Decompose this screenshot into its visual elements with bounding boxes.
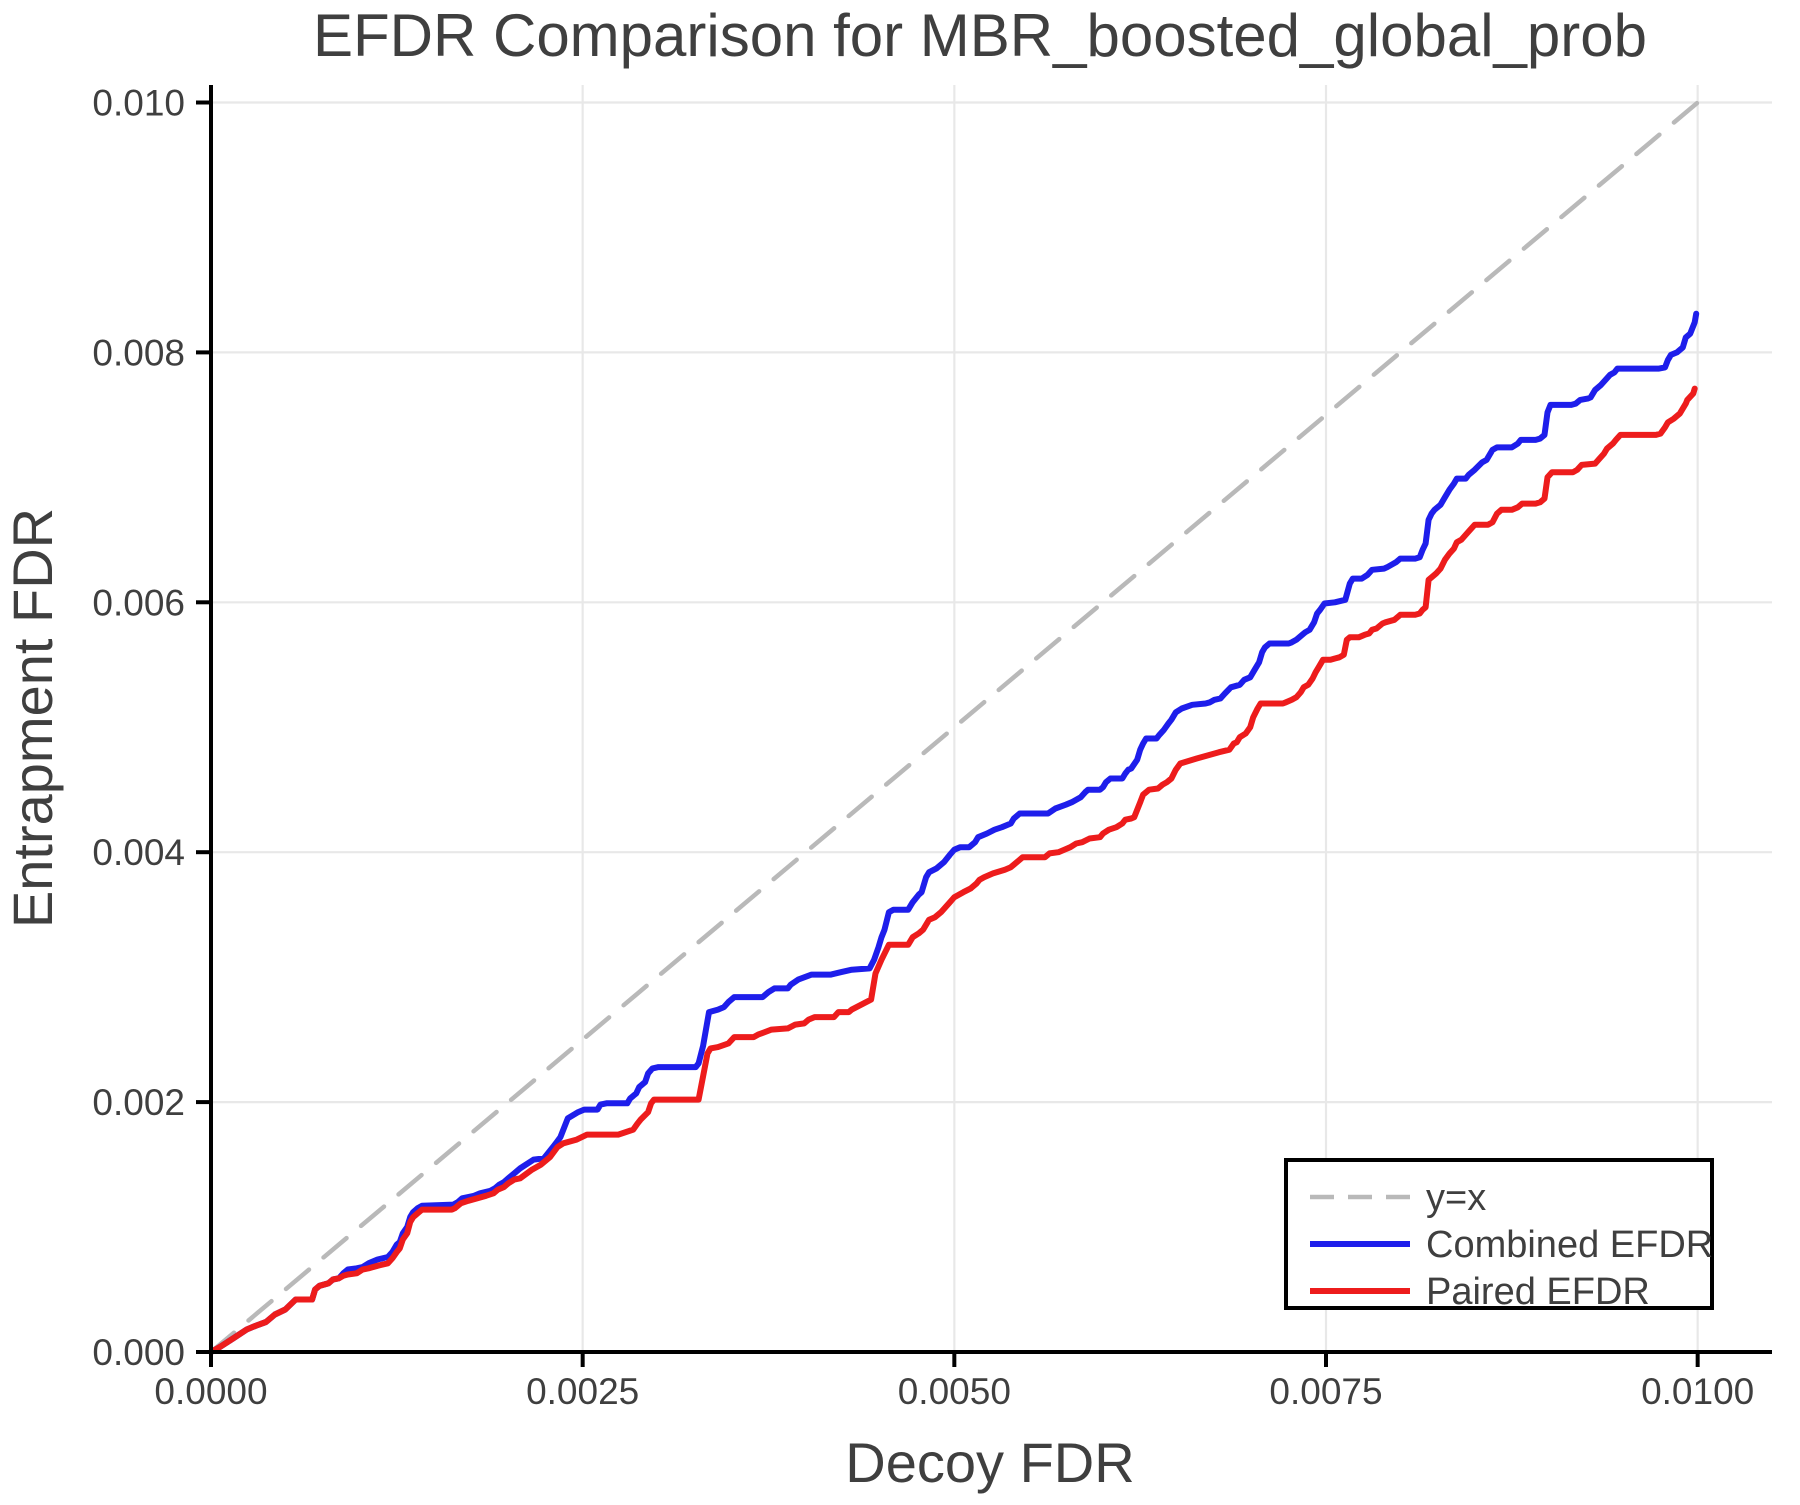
paired-efdr-line xyxy=(208,385,1698,1355)
legend-entry-label: Paired EFDR xyxy=(1426,1271,1650,1313)
x-tick-label: 0.0050 xyxy=(898,1371,1011,1412)
x-tick-label: 0.0075 xyxy=(1269,1371,1382,1412)
y-tick-label: 0.004 xyxy=(92,832,185,873)
x-tick-label: 0.0000 xyxy=(154,1371,267,1412)
y-tick-label: 0.002 xyxy=(92,1082,185,1123)
x-tick-label: 0.0025 xyxy=(526,1371,639,1412)
ticks-layer: 0.0000 0.0025 0.0050 0.0075 0.0100 0.000 0.002… xyxy=(92,82,1754,1412)
legend-box: y=x Combined EFDR Paired EFDR xyxy=(1284,1158,1714,1313)
y-tick-label: 0.006 xyxy=(92,582,185,623)
y-tick-label: 0.000 xyxy=(92,1332,185,1373)
axes-layer xyxy=(209,85,1772,1354)
legend-frame xyxy=(1284,1158,1714,1310)
legend-entry-label: Combined EFDR xyxy=(1426,1224,1713,1266)
y-tick-label: 0.010 xyxy=(92,82,185,123)
y-axis-label: Entrapment FDR xyxy=(1,508,64,928)
combined-efdr-line xyxy=(208,310,1700,1355)
identity-line xyxy=(208,100,1700,1355)
x-axis-label: Decoy FDR xyxy=(845,1431,1134,1494)
series-layer xyxy=(208,100,1700,1355)
y-tick-label: 0.008 xyxy=(92,332,185,373)
chart-title: EFDR Comparison for MBR_boosted_global_p… xyxy=(313,2,1647,69)
legend-entry-label: y=x xyxy=(1426,1177,1486,1219)
x-tick-label: 0.0100 xyxy=(1641,1371,1754,1412)
